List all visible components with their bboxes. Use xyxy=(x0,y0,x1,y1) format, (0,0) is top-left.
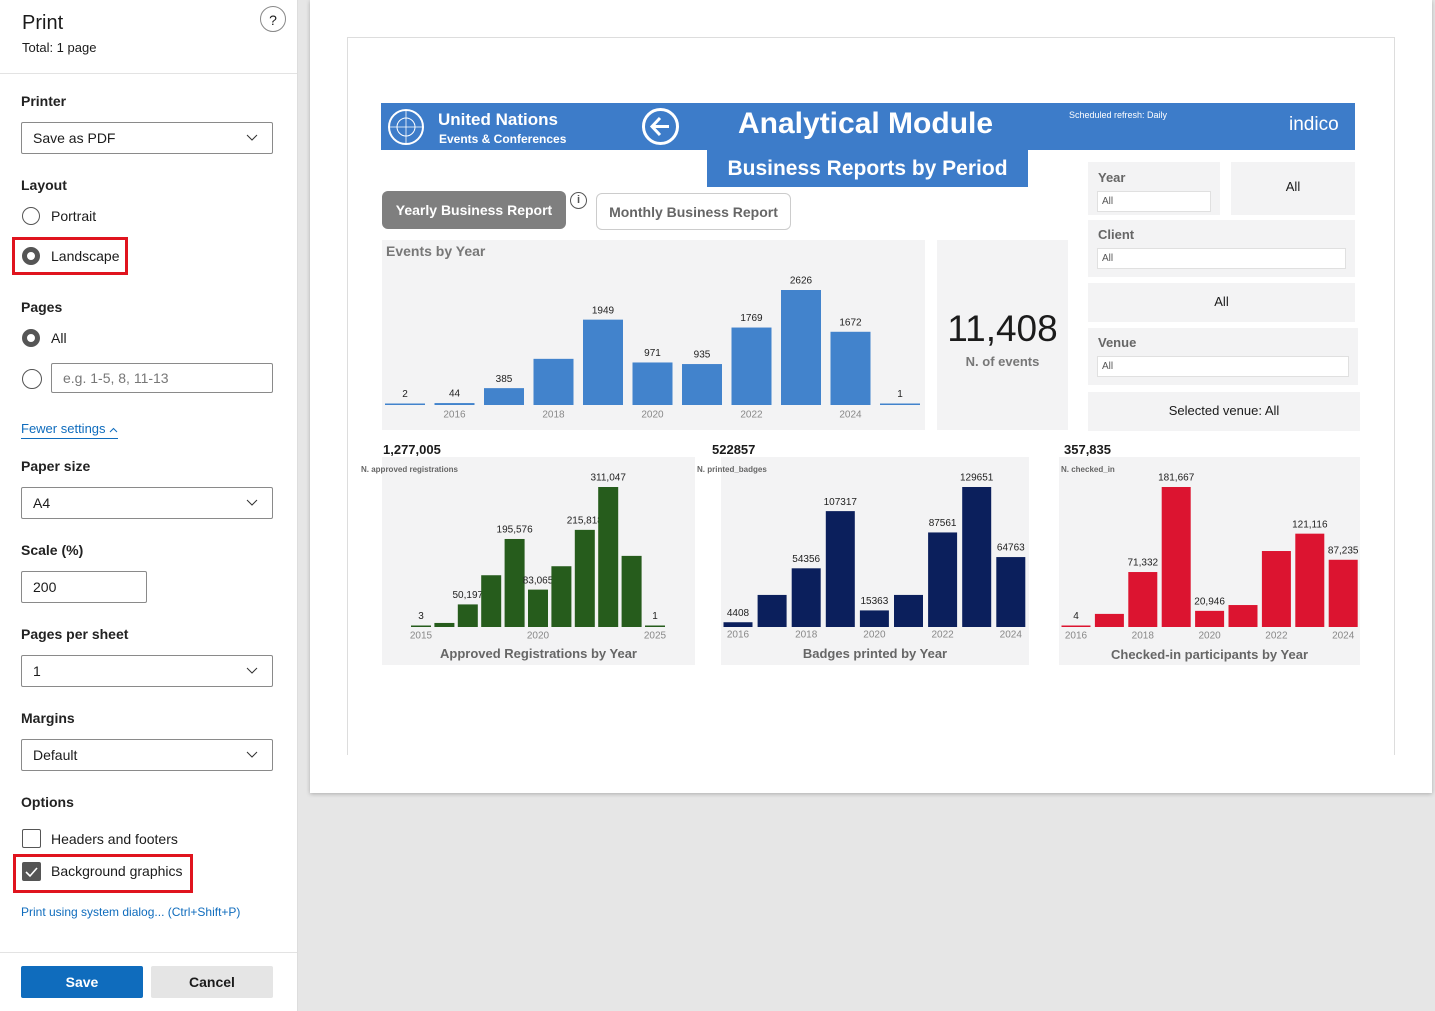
scale-input[interactable]: 200 xyxy=(21,571,147,603)
chart-panel xyxy=(382,240,925,430)
client-label: Client xyxy=(1098,227,1135,242)
year-filter: Year All xyxy=(1088,162,1220,215)
portrait-radio[interactable] xyxy=(22,207,40,225)
headers-label: Headers and footers xyxy=(51,831,178,847)
chart-panel xyxy=(721,457,1029,665)
chevron xyxy=(246,667,258,674)
all-radio[interactable] xyxy=(22,329,40,347)
kpi-card: 11,408 N. of events xyxy=(937,240,1068,430)
axis-label: N. checked_in xyxy=(1061,465,1115,474)
margins-label: Margins xyxy=(21,710,75,726)
pps-dropdown[interactable]: 1 xyxy=(21,655,273,687)
paper-size-label: Paper size xyxy=(21,458,91,474)
help-button[interactable]: ? xyxy=(260,6,286,32)
org-sub: Events & Conferences xyxy=(439,132,567,146)
chevron xyxy=(246,499,258,506)
chart-panel xyxy=(1059,457,1360,665)
year-selection: All xyxy=(1231,162,1355,215)
yearly-tab[interactable]: Yearly Business Report xyxy=(382,191,566,229)
chart-panel xyxy=(382,457,695,665)
report-subtitle: Business Reports by Period xyxy=(707,150,1028,187)
indico-logo: indico xyxy=(1289,114,1339,135)
un-logo xyxy=(388,109,424,145)
chart-title: Checked-in participants by Year xyxy=(1111,647,1308,662)
printer-dropdown[interactable]: Save as PDF xyxy=(21,122,273,154)
highlight xyxy=(12,237,128,275)
landscape-radio[interactable] xyxy=(22,247,40,265)
custom-radio[interactable] xyxy=(22,369,42,389)
client-value: All xyxy=(1102,253,1114,264)
all-label: All xyxy=(51,330,67,346)
chart-title: Approved Registrations by Year xyxy=(440,646,637,661)
save-button[interactable]: Save xyxy=(21,966,143,998)
headers-checkbox[interactable] xyxy=(22,829,41,848)
chart-title: Events by Year xyxy=(386,243,486,259)
client-filter: Client All xyxy=(1088,220,1355,277)
landscape-label: Landscape xyxy=(51,248,120,264)
venue-dropdown[interactable]: All xyxy=(1097,356,1349,377)
venue-label: Venue xyxy=(1098,335,1137,350)
refresh: Scheduled refresh: Daily xyxy=(1069,110,1168,120)
pages-label: Pages xyxy=(21,299,63,315)
scale-value: 200 xyxy=(33,579,57,595)
venue-value: All xyxy=(1102,361,1114,372)
chart-total: 357,835 xyxy=(1064,442,1111,457)
venue-selection: Selected venue: All xyxy=(1088,392,1360,431)
kpi-label: N. of events xyxy=(965,354,1040,369)
link-text: Fewer settings xyxy=(21,421,106,436)
fewer-settings-link[interactable]: Fewer settings xyxy=(21,421,119,439)
highlight xyxy=(13,854,193,893)
report-header: United Nations Events & Conferences Anal… xyxy=(381,103,1355,150)
pages-input[interactable]: e.g. 1-5, 8, 11-13 xyxy=(51,363,273,393)
chart-total: 522857 xyxy=(712,442,756,457)
print-panel: Print Total: 1 page ? Printer Save as PD… xyxy=(0,0,298,1011)
system-dialog-link[interactable]: Print using system dialog... (Ctrl+Shift… xyxy=(21,905,241,919)
kpi-value: 11,408 xyxy=(947,308,1058,349)
paper-size-dropdown[interactable]: A4 xyxy=(21,487,273,519)
margins-dropdown[interactable]: Default xyxy=(21,739,273,771)
separator xyxy=(0,73,297,74)
year-dropdown[interactable]: All xyxy=(1097,191,1211,212)
info-icon[interactable]: i xyxy=(570,192,587,209)
scale-label: Scale (%) xyxy=(21,542,84,558)
bg-graphics-label: Background graphics xyxy=(51,863,183,879)
printer-label: Printer xyxy=(21,93,67,109)
back-arrow[interactable] xyxy=(641,107,680,146)
chart-title: Badges printed by Year xyxy=(802,646,948,661)
venue-filter: Venue All xyxy=(1088,328,1358,385)
pps-label: Pages per sheet xyxy=(21,626,129,642)
bg-graphics-checkbox[interactable] xyxy=(22,862,41,881)
client-selection: All xyxy=(1088,283,1355,322)
pps-value: 1 xyxy=(33,663,41,679)
page-frame xyxy=(347,37,1395,755)
checkmark xyxy=(25,867,38,878)
axis-label: N. approved registrations xyxy=(361,465,458,474)
margins-value: Default xyxy=(33,747,78,763)
cancel-button[interactable]: Cancel xyxy=(151,966,273,998)
options-label: Options xyxy=(21,794,74,810)
total-pages: Total: 1 page xyxy=(22,40,97,55)
layout-label: Layout xyxy=(21,177,67,193)
paper-size-value: A4 xyxy=(33,495,51,511)
printer-value: Save as PDF xyxy=(33,130,116,146)
separator xyxy=(0,952,297,953)
placeholder: e.g. 1-5, 8, 11-13 xyxy=(63,370,169,386)
portrait-label: Portrait xyxy=(51,208,97,224)
report-title: Analytical Module xyxy=(738,107,994,140)
chevron xyxy=(246,751,258,758)
monthly-tab[interactable]: Monthly Business Report xyxy=(596,193,791,230)
axis-label: N. printed_badges xyxy=(697,465,767,474)
chevron xyxy=(246,134,258,141)
dialog-title: Print xyxy=(22,12,64,34)
year-label: Year xyxy=(1098,170,1126,185)
chart-total: 1,277,005 xyxy=(383,442,441,457)
client-dropdown[interactable]: All xyxy=(1097,248,1346,269)
org-name: United Nations xyxy=(438,110,558,129)
year-value: All xyxy=(1102,196,1114,207)
chevron-up xyxy=(109,427,118,433)
